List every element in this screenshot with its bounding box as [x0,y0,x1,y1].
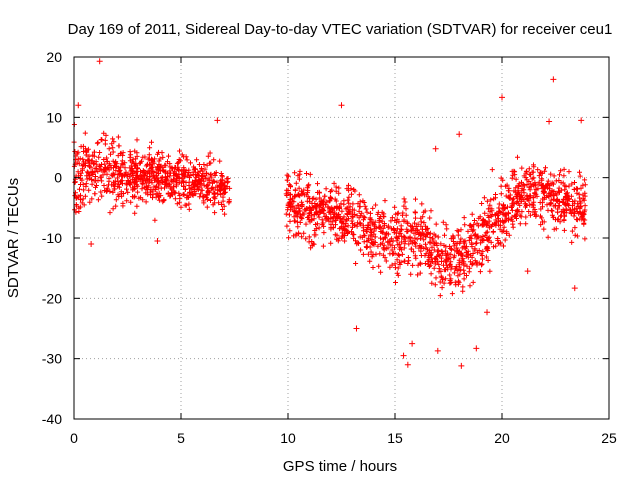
outlier-point [400,352,407,359]
y-tick-label: 10 [46,109,62,125]
x-tick-label: 20 [494,430,510,446]
y-tick-label: 0 [54,170,62,186]
x-tick-label: 5 [177,430,185,446]
outlier-point [524,268,531,275]
outlier-point [432,145,439,152]
outlier-point [404,361,411,368]
outlier-point [550,76,557,83]
scatter-point-cloud [71,122,588,299]
outlier-point [75,102,82,109]
x-tick-label: 15 [387,430,403,446]
outlier-point [458,362,465,369]
outlier-point [571,285,578,292]
outlier-point [473,345,480,352]
outlier-point [88,241,95,248]
outlier-point [338,102,345,109]
outlier-point [434,347,441,354]
outlier-point [484,309,491,316]
x-tick-label: 0 [70,430,78,446]
y-tick-label: -10 [42,230,62,246]
axis-ticks: 0 5 10 15 20 25 -40 -30 -20 -10 0 10 20 [42,49,617,446]
outlier-point [456,131,463,138]
x-axis-label: GPS time / hours [283,458,397,475]
outlier-point [154,238,161,245]
outlier-point [578,117,585,124]
outlier-point [353,325,360,332]
outlier-point [214,117,221,124]
chart-title: Day 169 of 2011, Sidereal Day-to-day VTE… [68,21,613,38]
outlier-point [96,58,103,65]
y-tick-label: -20 [42,290,62,306]
x-tick-label: 25 [601,430,617,446]
x-tick-label: 10 [280,430,296,446]
y-tick-label: 20 [46,49,62,65]
y-axis-label: SDTVAR / TECUs [5,178,22,298]
data-points [71,58,588,369]
outlier-point [546,118,553,125]
outlier-point [499,94,505,101]
y-tick-label: -30 [42,351,62,367]
outlier-point [409,340,416,347]
y-tick-label: -40 [42,411,62,427]
